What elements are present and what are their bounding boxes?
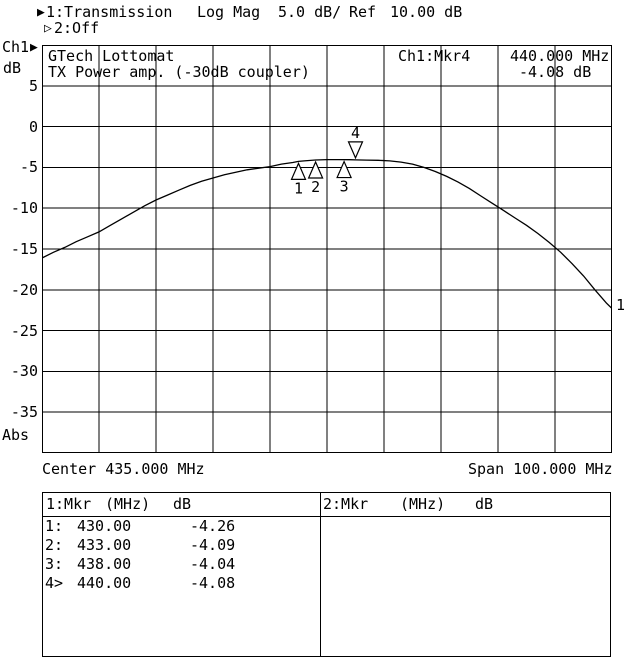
marker-4-symbol xyxy=(347,141,364,160)
marker-frequency: 430.00 xyxy=(77,517,132,535)
marker-frequency: 440.00 xyxy=(77,574,132,592)
trace1-active-icon: ▶ xyxy=(37,5,45,20)
span-frequency-label: Span 100.000 MHz xyxy=(468,460,613,478)
marker-2-symbol xyxy=(307,160,324,179)
marker-table-divider xyxy=(320,493,321,656)
ref-level-marker-icon: ▶ xyxy=(30,40,38,55)
marker-number: 1: xyxy=(45,517,64,535)
plot-title-line2: TX Power amp. (-30dB coupler) xyxy=(48,63,310,81)
trace1-ref-label: Ref xyxy=(349,3,377,21)
plot-border xyxy=(42,45,612,453)
marker-table-header-rule xyxy=(43,516,610,517)
trace1-label: 1:Transmission xyxy=(46,3,173,21)
marker-table-row: 2: 433.00 -4.09 xyxy=(43,537,318,556)
y-axis-tick-label: -20 xyxy=(10,280,38,299)
marker-table-row: 3: 438.00 -4.04 xyxy=(43,556,318,575)
marker-readout-channel: Ch1:Mkr4 xyxy=(398,47,471,65)
marker-table: 1:Mkr (MHz) dB 2:Mkr (MHz) dB 1: 430.00 -4… xyxy=(42,492,611,657)
y-axis-tick-label: -10 xyxy=(10,199,38,218)
trace-curve xyxy=(42,158,612,310)
marker-4-label: 4 xyxy=(351,124,360,142)
marker-frequency: 433.00 xyxy=(77,536,132,554)
trace-plot: 1 2 3 4 xyxy=(42,45,612,453)
marker-table-ch1-title: 1:Mkr xyxy=(46,495,92,513)
marker-1-label: 1 xyxy=(294,179,303,197)
plot-grid xyxy=(42,45,612,453)
plot-title-line1: GTech Lottomat xyxy=(48,47,175,65)
y-axis-tick-label: -5 xyxy=(19,158,38,177)
marker-2-label: 2 xyxy=(311,178,320,196)
y-axis-tick-label: 5 xyxy=(28,76,38,95)
trace1-ref-value: 10.00 dB xyxy=(390,3,463,21)
trace2-inactive-icon: ▷ xyxy=(44,21,52,36)
marker-value: -4.08 xyxy=(190,574,236,592)
marker-table-ch2-title: 2:Mkr xyxy=(323,495,369,513)
trace2-label: 2:Off xyxy=(54,19,100,37)
marker-table-ch1-value-unit: dB xyxy=(173,495,192,513)
marker-readout-freq: 440.000 MHz xyxy=(510,47,610,65)
marker-number: 3: xyxy=(45,555,64,573)
trace-number-label: 1 xyxy=(616,296,626,314)
marker-1-symbol xyxy=(290,161,307,180)
y-axis-tick-label: -25 xyxy=(10,321,38,340)
marker-frequency: 438.00 xyxy=(77,555,132,573)
marker-3-symbol xyxy=(336,160,353,179)
marker-value: -4.04 xyxy=(190,555,236,573)
marker-value: -4.09 xyxy=(190,536,236,554)
channel-label: Ch1 xyxy=(2,38,30,56)
y-axis-tick-label: -30 xyxy=(10,362,38,381)
marker-table-row: 4> 440.00 -4.08 xyxy=(43,575,318,594)
y-axis-tick-label: -35 xyxy=(10,403,38,422)
trace1-format: Log Mag xyxy=(197,3,261,21)
marker-value: -4.26 xyxy=(190,517,236,535)
marker-number: 4> xyxy=(45,574,64,592)
y-axis-tick-label: 0 xyxy=(28,117,38,136)
y-axis-bottom-label: Abs xyxy=(2,426,30,444)
marker-3-label: 3 xyxy=(340,178,349,196)
marker-readout-value: -4.08 dB xyxy=(519,63,592,81)
marker-table-row: 1: 430.00 -4.26 xyxy=(43,518,318,537)
marker-number: 2: xyxy=(45,536,64,554)
y-axis-unit: dB xyxy=(3,59,22,77)
marker-table-ch2-value-unit: dB xyxy=(475,495,494,513)
marker-table-ch2-freq-unit: (MHz) xyxy=(400,495,446,513)
marker-table-ch1-freq-unit: (MHz) xyxy=(105,495,151,513)
trace1-scale: 5.0 dB/ xyxy=(278,3,342,21)
y-axis-tick-label: -15 xyxy=(10,240,38,258)
center-frequency-label: Center 435.000 MHz xyxy=(42,460,205,478)
